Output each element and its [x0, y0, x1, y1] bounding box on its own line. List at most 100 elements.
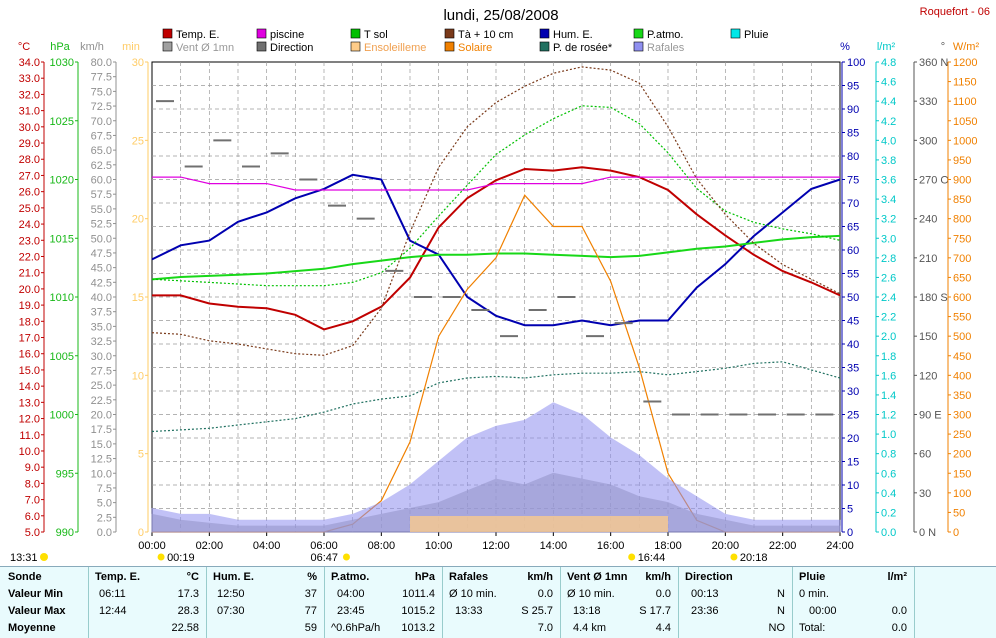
axis-tick-label: 950: [953, 155, 971, 167]
legend-label: Solaire: [458, 42, 492, 54]
axis-tick-label: 28.0: [19, 154, 40, 166]
axis-tick-label: 85: [847, 128, 859, 140]
axis-tick-label: 18.0: [19, 316, 40, 328]
axis-tick-label: 360 N: [919, 57, 948, 69]
axis-unit: km/h: [80, 41, 104, 53]
vent-max-val: S 17.7: [639, 605, 671, 617]
axis-tick-label: 80: [847, 151, 859, 163]
axis-tick-label: 3.8: [881, 155, 896, 167]
axis-tick-label: 1200: [953, 57, 977, 69]
axis-tick-label: 240: [919, 214, 937, 226]
axis-tick-label: 35: [847, 363, 859, 375]
x-tick-label: 22:00: [769, 540, 797, 552]
axis-tick-label: 15.0: [19, 365, 40, 377]
axis-tick-label: 1000: [953, 135, 977, 147]
hum-min-time: 12:50: [217, 588, 245, 600]
axis-tick-label: 75: [847, 175, 859, 187]
sunset-icon: [730, 553, 738, 561]
axis-tick-label: 75.0: [91, 86, 112, 98]
axis-tick-label: 60: [847, 245, 859, 257]
axis-unit: °C: [18, 41, 30, 53]
axis-tick-label: 3.6: [881, 175, 896, 187]
axis-tick-label: 62.5: [91, 160, 112, 172]
axis-tick-label: 22.5: [91, 395, 112, 407]
axis-tick-label: 0: [138, 527, 144, 539]
axis-tick-label: 5: [847, 504, 853, 516]
axis-tick-label: 330: [919, 96, 937, 108]
axis-tick-label: 1020: [50, 175, 74, 187]
pluie-min-label: 0 min.: [799, 588, 829, 600]
axis-tick-label: 2.8: [881, 253, 896, 265]
series-hum-e-: [151, 173, 841, 327]
weather-chart: lundi, 25/08/2008 Roquefort - 06 Temp. E…: [10, 6, 990, 564]
legend-swatch: [730, 28, 741, 39]
sun-markers: 13:31 00:19 06:47 16:44 20:18: [10, 552, 767, 564]
axis-tick-label: 70: [847, 198, 859, 210]
axis-tick-label: 65: [847, 222, 859, 234]
moonset-icon: [628, 553, 636, 561]
legend-swatch: [350, 28, 361, 39]
axis-tick-label: 1.6: [881, 370, 896, 382]
legend-swatch: [256, 28, 267, 39]
axis-tick-label: 40: [847, 339, 859, 351]
axis-tick-label: 22.0: [19, 251, 40, 263]
axis-tick-label: 26.0: [19, 187, 40, 199]
patmo-max-time: 23:45: [337, 605, 365, 617]
grid: [152, 62, 840, 532]
axis-tick-label: 210: [919, 253, 937, 265]
axis-tick-label: 2.0: [881, 331, 896, 343]
temp-title: Temp. E.: [95, 571, 141, 583]
axis-tick-label: 31.0: [19, 106, 40, 118]
axis-tick-label: 9.0: [25, 462, 40, 474]
hum-max-val: 77: [304, 605, 317, 617]
marker-label: 16:44: [638, 552, 666, 564]
legend-label: Ensoleilleme: [364, 42, 426, 54]
patmo-avg: 1013.2: [401, 622, 435, 634]
axis-tick-label: 800: [953, 214, 971, 226]
vent-max-time: 13:18: [573, 605, 601, 617]
axis-tick-label: 4.8: [881, 57, 896, 69]
axis-tick-label: 21.0: [19, 268, 40, 280]
patmo-min-val: 1011.4: [402, 588, 435, 600]
axis-tick-label: 1025: [50, 116, 74, 128]
vent-title: Vent Ø 1mn: [567, 571, 628, 583]
axis-tick-label: 60.0: [91, 175, 112, 187]
vent-avg: 4.4: [655, 622, 671, 634]
pluie-max-time: 00:00: [809, 605, 837, 617]
axis-tick-label: 15: [847, 457, 859, 469]
legend-label: Pluie: [744, 29, 768, 41]
axis-tick-label: 0.8: [881, 449, 896, 461]
series-rafales: [151, 402, 841, 533]
direction-title: Direction: [685, 571, 733, 583]
axis-tick-label: 650: [953, 272, 971, 284]
axis-tick-label: 995: [56, 468, 74, 480]
legend-label: Tà + 10 cm: [458, 29, 513, 41]
series: [151, 66, 841, 533]
axis-tick-label: 90: [847, 104, 859, 116]
axis-tick-label: 45.0: [91, 263, 112, 275]
series-p-de-ros-e-: [151, 361, 841, 433]
axis-tick-label: 55: [847, 269, 859, 281]
axis-tick-label: 25: [132, 135, 144, 147]
axis-tick-label: 500: [953, 331, 971, 343]
axis-tick-label: 42.5: [91, 277, 112, 289]
axis-tick-label: 77.5: [91, 72, 112, 84]
axis-tick-label: 1030: [50, 57, 74, 69]
axis-tick-label: 12.0: [19, 414, 40, 426]
axis-tick-label: 65.0: [91, 145, 112, 157]
axis-tick-label: 10.0: [91, 468, 112, 480]
col-patmo: P.atmo. hPa 04:00 1011.4 23:45 1015.2 ^0…: [324, 567, 443, 638]
rafales-min-label: Ø 10 min.: [449, 588, 497, 600]
axis-tick-label: 17.5: [91, 424, 112, 436]
axis-tick-label: 450: [953, 351, 971, 363]
hum-unit: %: [307, 571, 317, 583]
x-tick-label: 10:00: [425, 540, 453, 552]
axis-tick-label: 2.4: [881, 292, 896, 304]
legend-label: Vent Ø 1mn: [176, 42, 234, 54]
axis-tick-label: 55.0: [91, 204, 112, 216]
axis-tick-label: 27.5: [91, 365, 112, 377]
legend-label: piscine: [270, 29, 304, 41]
axis-tick-label: 1.2: [881, 410, 896, 422]
axis-unit: W/m²: [953, 41, 980, 53]
axis-tick-label: 180 S: [919, 292, 948, 304]
